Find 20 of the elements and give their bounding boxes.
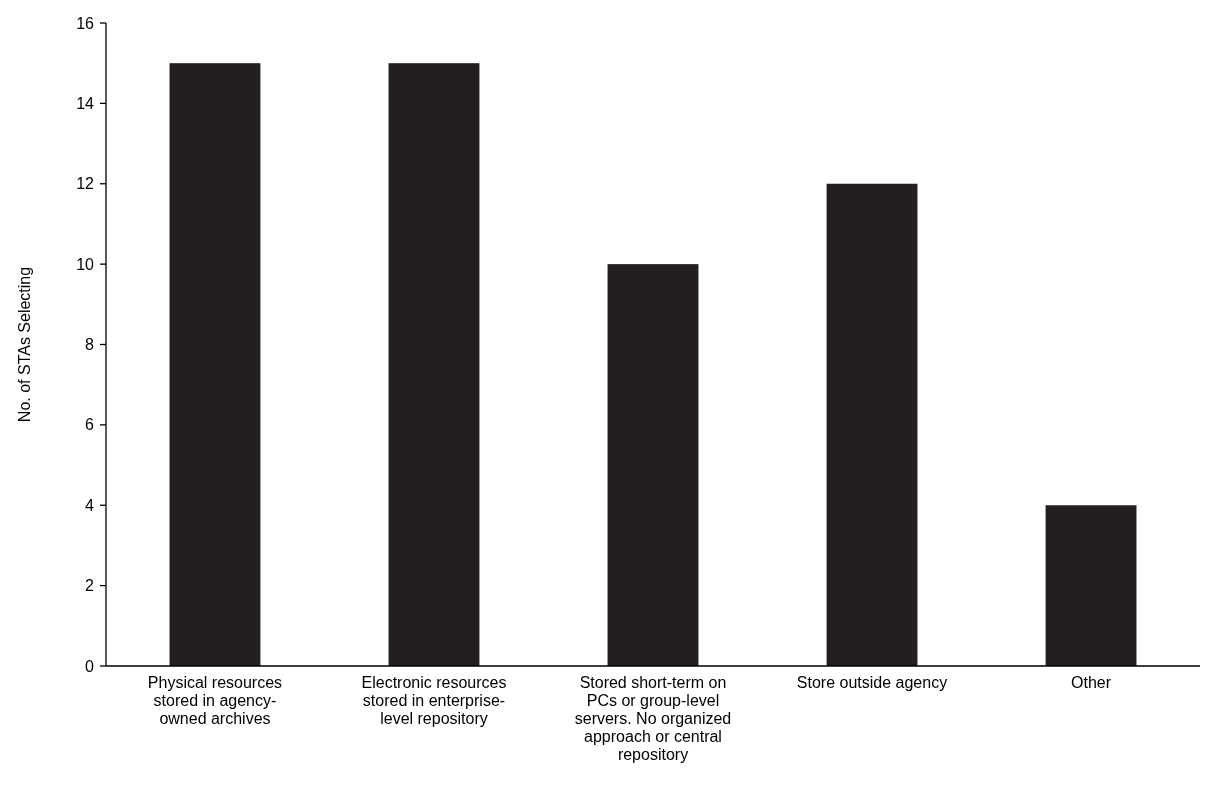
y-tick-label: 12 [76, 175, 95, 193]
bar [169, 63, 261, 666]
x-tick-label: Electronic resources stored in enterprise-level repository [361, 674, 507, 727]
y-tick-label: 8 [85, 336, 95, 354]
x-tick-label: Stored short-term on PCs or group-level servers. No organized approach or central repository [574, 674, 732, 763]
bar [607, 264, 699, 666]
x-tick-label: Store outside agency [796, 674, 948, 691]
y-tick-label: 16 [76, 14, 95, 32]
y-tick-label: 4 [85, 496, 95, 514]
x-tick-label: Other [1071, 674, 1112, 691]
y-tick-label: 10 [76, 255, 95, 273]
y-axis-title: No. of STAs Selecting [16, 266, 33, 423]
y-tick-label: 0 [85, 657, 95, 675]
y-tick-label: 14 [76, 94, 95, 112]
bar [1045, 505, 1137, 666]
bar [388, 63, 480, 666]
y-tick-label: 2 [85, 577, 95, 595]
x-tick-label: Physical resources stored in agency-owned archives [147, 674, 283, 727]
bar [826, 183, 918, 666]
y-tick-label: 6 [85, 416, 95, 434]
